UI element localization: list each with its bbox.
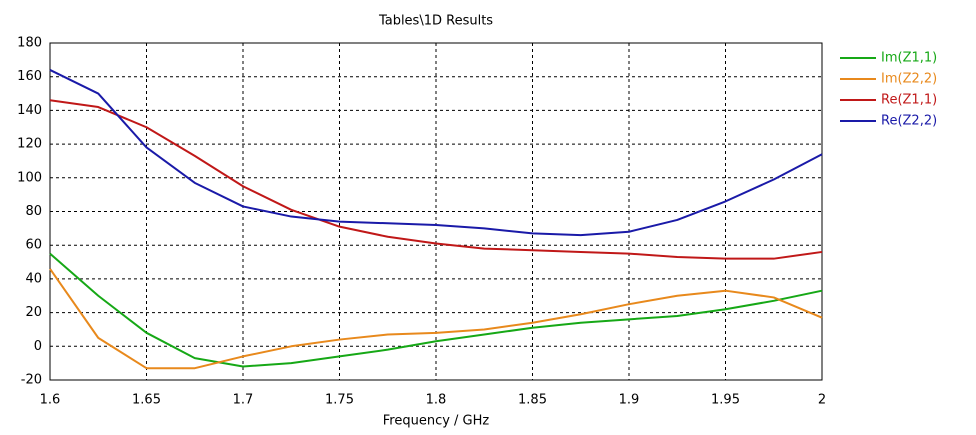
y-tick-label: 180 (17, 36, 42, 51)
y-tick-label: 120 (17, 137, 42, 152)
chart-title: Tables\1D Results (378, 14, 493, 29)
x-tick-label: 1.85 (518, 393, 547, 408)
y-tick-label: 40 (25, 271, 42, 286)
legend-label: Im(Z1,1) (881, 51, 937, 66)
plot-frame (49, 42, 823, 381)
x-tick-label: 1.65 (132, 393, 161, 408)
legend-label: Im(Z2,2) (881, 72, 937, 87)
legend-label: Re(Z2,2) (881, 114, 937, 129)
series-line (49, 99, 823, 260)
y-tick-label: 20 (25, 305, 42, 320)
y-tick-label: 160 (17, 69, 42, 84)
y-tick-label: -20 (21, 373, 42, 388)
series-line (49, 268, 823, 370)
y-tick-label: 80 (25, 204, 42, 219)
x-axis-label: Frequency / GHz (383, 414, 490, 429)
x-tick-label: 2 (818, 393, 826, 408)
y-tick-label: 140 (17, 103, 42, 118)
x-tick-label: 1.95 (711, 393, 740, 408)
x-tick-label: 1.6 (40, 393, 61, 408)
y-tick-label: 60 (25, 238, 42, 253)
y-tick-label: 100 (17, 170, 42, 185)
x-tick-label: 1.8 (426, 393, 447, 408)
y-tick-label: 0 (34, 339, 42, 354)
x-tick-label: 1.9 (619, 393, 640, 408)
x-tick-label: 1.7 (233, 393, 254, 408)
x-tick-label: 1.75 (325, 393, 354, 408)
series-line (49, 252, 823, 368)
legend-label: Re(Z1,1) (881, 93, 937, 108)
series-line (49, 69, 823, 237)
